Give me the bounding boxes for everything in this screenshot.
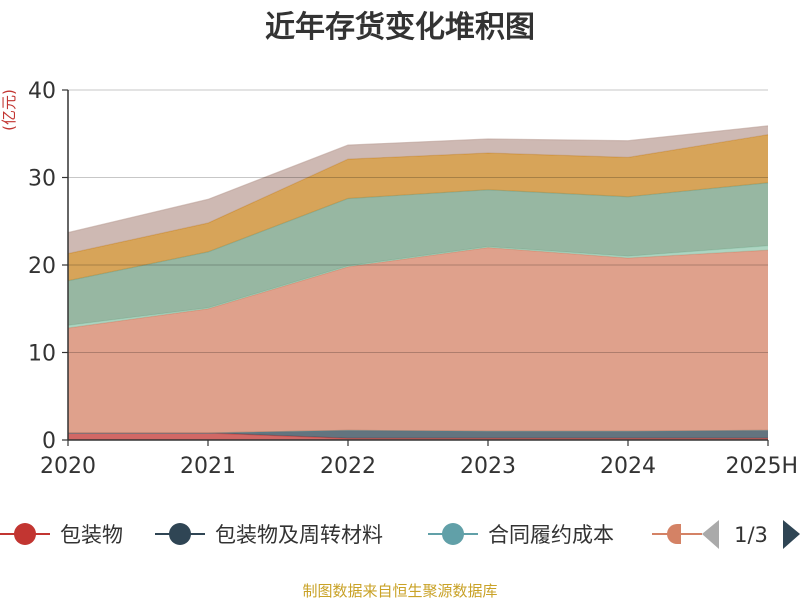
legend-marker-2 [442, 523, 464, 545]
legend-label-2: 合同履约成本 [488, 523, 614, 547]
area-edge-7 [67, 125, 769, 234]
legend-label-1: 包装物及周转材料 [215, 523, 383, 547]
area-series-5 [68, 182, 768, 326]
legend-page-indicator: 1/3 [734, 523, 768, 547]
x-tick-label-0: 2020 [40, 454, 96, 479]
legend-item-1[interactable]: 包装物及周转材料 [155, 523, 383, 547]
y-axis-label: (亿元) [0, 89, 18, 131]
y-tick-label-2: 20 [28, 254, 56, 279]
y-tick-label-4: 40 [28, 79, 56, 104]
triangle-right-icon[interactable] [783, 520, 800, 549]
area-series-7 [68, 125, 768, 254]
grid-lines [68, 89, 768, 353]
x-tick-label-5: 2025H [725, 454, 798, 479]
chart-title: 近年存货变化堆积图 [265, 10, 535, 45]
axes: 0 10 20 30 40 2020 2021 2022 2023 2024 2025H [28, 79, 798, 479]
legend-marker-0 [14, 523, 36, 545]
y-tick-label-0: 0 [42, 429, 56, 454]
legend-item-0[interactable]: 包装物 [0, 523, 123, 547]
legend-item-2[interactable]: 合同履约成本 [428, 523, 614, 547]
legend-item-3[interactable] [652, 524, 702, 544]
x-tick-label-2: 2022 [320, 454, 376, 479]
legend-marker-1 [169, 523, 191, 545]
y-tick-label-3: 30 [28, 167, 56, 192]
x-tick-label-3: 2023 [460, 454, 516, 479]
legend-marker-3 [667, 524, 681, 544]
source-footer: 制图数据来自恒生聚源数据库 [302, 582, 497, 600]
legend-label-0: 包装物 [60, 523, 123, 547]
area-series-6 [68, 134, 768, 281]
x-tick-label-1: 2021 [180, 454, 236, 479]
area-series-4 [68, 245, 768, 328]
stacked-areas [67, 125, 769, 440]
x-tick-label-4: 2024 [600, 454, 656, 479]
y-tick-label-1: 10 [28, 342, 56, 367]
triangle-left-icon[interactable] [702, 520, 719, 549]
area-series-3 [68, 247, 768, 433]
legend[interactable]: 包装物 包装物及周转材料 合同履约成本 1/3 [0, 520, 800, 549]
